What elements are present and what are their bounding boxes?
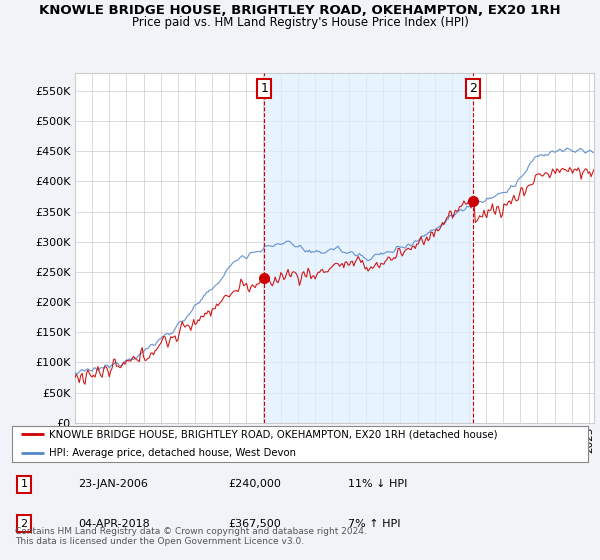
Text: 23-JAN-2006: 23-JAN-2006: [78, 479, 148, 489]
Text: 04-APR-2018: 04-APR-2018: [78, 519, 150, 529]
Text: Price paid vs. HM Land Registry's House Price Index (HPI): Price paid vs. HM Land Registry's House …: [131, 16, 469, 29]
Bar: [264, 73, 473, 423]
Text: 2: 2: [20, 519, 28, 529]
Text: HPI: Average price, detached house, West Devon: HPI: Average price, detached house, West…: [49, 448, 296, 458]
Text: 1: 1: [260, 82, 268, 95]
Text: KNOWLE BRIDGE HOUSE, BRIGHTLEY ROAD, OKEHAMPTON, EX20 1RH: KNOWLE BRIDGE HOUSE, BRIGHTLEY ROAD, OKE…: [39, 4, 561, 17]
Text: Contains HM Land Registry data © Crown copyright and database right 2024.
This d: Contains HM Land Registry data © Crown c…: [15, 526, 367, 546]
Text: £240,000: £240,000: [228, 479, 281, 489]
Text: 11% ↓ HPI: 11% ↓ HPI: [348, 479, 407, 489]
Text: 7% ↑ HPI: 7% ↑ HPI: [348, 519, 401, 529]
Text: £367,500: £367,500: [228, 519, 281, 529]
Text: 1: 1: [20, 479, 28, 489]
Text: KNOWLE BRIDGE HOUSE, BRIGHTLEY ROAD, OKEHAMPTON, EX20 1RH (detached house): KNOWLE BRIDGE HOUSE, BRIGHTLEY ROAD, OKE…: [49, 430, 498, 440]
Text: 2: 2: [469, 82, 477, 95]
